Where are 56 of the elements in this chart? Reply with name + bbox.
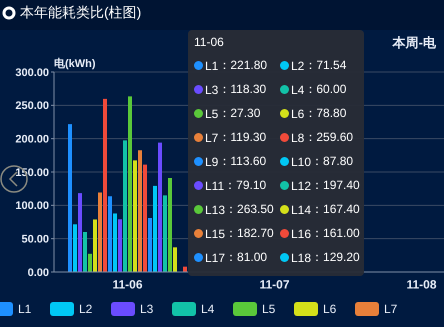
annotation: ：161.00 <box>311 225 360 242</box>
legend-label: L9 <box>205 154 218 168</box>
legend-label: L17 <box>205 250 226 264</box>
y-tick-label: 0.00 <box>28 266 49 279</box>
annotation: ：78.80 <box>304 105 346 122</box>
annotation: ：118.30 <box>218 81 266 98</box>
legend-label: L5 <box>262 302 276 316</box>
y-tick-label: 50.00 <box>21 234 49 246</box>
y-tick-label: 300.00 <box>15 66 49 79</box>
annotation: ：167.40 <box>311 201 360 218</box>
annotation: ：81.00 <box>225 249 268 266</box>
annotation: ：113.60 <box>218 153 266 170</box>
x-tick-label: 11-06 <box>112 278 143 292</box>
text: L3 <box>205 82 218 96</box>
legend-label: L11 <box>205 178 224 192</box>
text: L7 <box>384 302 398 316</box>
text: 11-06 <box>194 35 224 49</box>
chart-title: 本年能耗类比(柱图) <box>20 4 142 22</box>
legend-label: L7 <box>205 130 218 144</box>
legend-label: L1 <box>18 302 32 316</box>
annotation: ：129.20 <box>311 249 360 266</box>
legend-label: L14 <box>291 202 312 216</box>
chart-subtitle: 本周-电 <box>392 34 436 52</box>
legend-label: L16 <box>291 226 312 240</box>
legend-label: L4 <box>201 302 214 316</box>
x-tick-label: 11-08 <box>406 278 437 292</box>
y-tick-label: 200.00 <box>15 134 49 146</box>
annotation: ：119.30 <box>218 129 266 146</box>
text: ：71.54 <box>304 57 346 74</box>
annotation: ：60.00 <box>304 81 346 98</box>
annotation: ：79.10 <box>224 177 266 194</box>
legend-label: L8 <box>291 130 304 144</box>
legend-label: L2 <box>79 302 92 316</box>
legend-label: L12 <box>291 178 312 192</box>
text: L1 <box>205 58 218 72</box>
text: L5 <box>205 106 218 120</box>
y-tick-label: 100.00 <box>15 200 49 212</box>
annotation: ：263.50 <box>225 201 274 218</box>
text: L6 <box>323 302 336 316</box>
annotation: ：87.80 <box>311 153 354 170</box>
legend-label: L3 <box>140 302 154 316</box>
annotation: ：197.40 <box>311 177 360 194</box>
legend-label: L13 <box>205 202 226 216</box>
legend-label: L10 <box>291 154 312 168</box>
text: L2 <box>291 58 304 72</box>
y-axis-title: 电(kWh) <box>54 56 96 71</box>
legend-label: L18 <box>291 250 312 264</box>
text: L4 <box>291 82 304 96</box>
y-tick-label: 250.00 <box>15 100 49 112</box>
annotation: ：259.60 <box>304 129 354 146</box>
text: ：221.80 <box>218 57 268 74</box>
x-tick-label: 11-07 <box>259 278 290 292</box>
legend-label: L6 <box>291 106 304 120</box>
annotation: ：27.30 <box>218 105 260 122</box>
legend-label: L15 <box>205 226 226 240</box>
annotation: ：182.70 <box>225 225 274 242</box>
